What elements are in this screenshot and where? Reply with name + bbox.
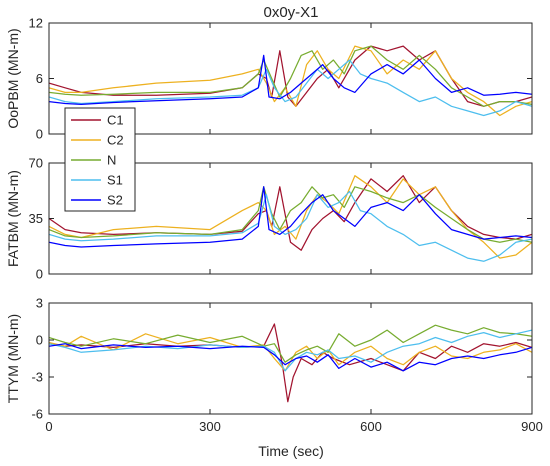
- legend-label-c2: C2: [107, 133, 124, 148]
- series-line-s1: [49, 329, 532, 372]
- series-group: [49, 323, 532, 403]
- series-line-s2: [49, 343, 532, 372]
- x-tick-label: 600: [360, 419, 382, 434]
- series-line-c2: [49, 45, 532, 117]
- series-line-s2: [49, 186, 532, 248]
- y-axis-label: TTYM (MN-m): [5, 314, 21, 403]
- series-group: [49, 45, 532, 117]
- series-line-c2: [49, 175, 532, 259]
- series-line-s2: [49, 54, 532, 106]
- y-axis-label: OoPBM (MN-m): [5, 28, 21, 128]
- series-line-n: [49, 186, 532, 243]
- ttym-panel: -6 -3 0 3 0 300 600 900 TTYM (MN-m): [5, 296, 543, 435]
- fatbm-panel: 0 35 70 FATBM (MN-m): [5, 156, 533, 282]
- x-tick-label: 300: [199, 419, 221, 434]
- series-line-s1: [49, 59, 532, 117]
- y-tick-label: 12: [29, 16, 43, 31]
- series-line-c1: [49, 323, 532, 403]
- y-tick-label: 0: [36, 333, 43, 348]
- y-tick-label: -6: [31, 407, 43, 422]
- legend-label-s2: S2: [107, 193, 123, 208]
- chart-title: 0x0y-X1: [263, 4, 318, 21]
- series-group: [49, 175, 532, 262]
- y-tick-label: 6: [36, 71, 43, 86]
- series-line-s1: [49, 190, 532, 262]
- y-axis-label: FATBM (MN-m): [5, 170, 21, 267]
- plot-frame: [48, 302, 533, 415]
- legend-label-n: N: [107, 153, 116, 168]
- y-tick-label: -3: [31, 370, 43, 385]
- series-line-n: [49, 324, 532, 363]
- x-axis-label: Time (sec): [258, 443, 324, 459]
- y-tick-label: 0: [36, 127, 43, 142]
- y-tick-label: 35: [29, 211, 43, 226]
- y-tick-label: 3: [36, 296, 43, 311]
- y-tick-label: 0: [36, 267, 43, 282]
- series-line-c1: [49, 45, 532, 107]
- legend-label-c1: C1: [107, 113, 124, 128]
- x-tick-label: 900: [521, 419, 543, 434]
- y-tick-label: 70: [29, 156, 43, 171]
- legend-label-s1: S1: [107, 173, 123, 188]
- legend: C1 C2 N S1 S2: [64, 107, 136, 212]
- oopbm-panel: 0 6 12 OoPBM (MN-m): [5, 16, 533, 142]
- x-tick-label: 0: [45, 419, 52, 434]
